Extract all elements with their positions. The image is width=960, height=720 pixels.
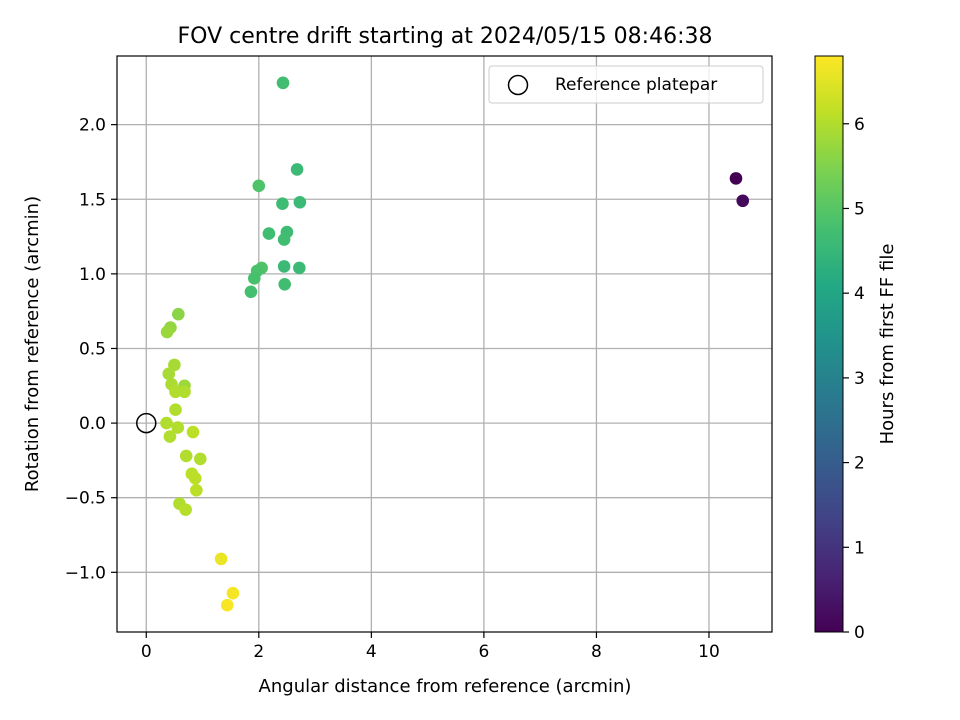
reference-marker bbox=[136, 412, 157, 434]
legend-entry-reference: Reference platepar bbox=[555, 75, 717, 95]
y-tick-label: 0.5 bbox=[79, 339, 106, 359]
plot-frame bbox=[116, 55, 773, 633]
x-tick-label: 0 bbox=[141, 642, 152, 662]
data-point bbox=[293, 261, 306, 275]
data-point bbox=[736, 194, 750, 208]
data-point bbox=[252, 179, 266, 193]
y-tick-label: 1.5 bbox=[79, 190, 106, 210]
colorbar-tick-label: 4 bbox=[854, 284, 865, 304]
gridlines bbox=[117, 56, 772, 632]
data-point bbox=[276, 197, 289, 211]
x-tick-label: 2 bbox=[253, 642, 264, 662]
data-point bbox=[214, 552, 228, 566]
data-point bbox=[172, 307, 185, 321]
colorbar: 0 1 2 3 4 5 6 Hours from first FF file bbox=[814, 55, 898, 643]
data-point bbox=[226, 586, 240, 600]
x-axis-ticks: 0 2 4 6 8 10 bbox=[141, 632, 720, 662]
data-point bbox=[186, 425, 200, 439]
data-point bbox=[276, 76, 290, 90]
legend-marker-reference bbox=[507, 74, 529, 96]
x-tick-label: 8 bbox=[591, 642, 602, 662]
y-tick-label: 0.0 bbox=[79, 414, 106, 434]
data-point bbox=[178, 385, 191, 399]
data-point bbox=[188, 472, 202, 485]
data-point bbox=[171, 421, 185, 434]
colorbar-tick-label: 3 bbox=[854, 369, 865, 389]
legend: Reference platepar bbox=[488, 65, 764, 104]
data-point bbox=[190, 483, 203, 497]
x-axis-label: Angular distance from reference (arcmin) bbox=[259, 676, 632, 697]
colorbar-gradient bbox=[814, 55, 844, 633]
data-point bbox=[169, 403, 182, 416]
data-point bbox=[160, 416, 173, 430]
data-point bbox=[168, 358, 181, 372]
colorbar-ticks: 0 1 2 3 4 5 6 bbox=[843, 115, 865, 643]
data-point bbox=[160, 325, 174, 339]
y-tick-label: 1.0 bbox=[79, 265, 106, 285]
legend-box bbox=[488, 65, 764, 104]
colorbar-label: Hours from first FF file bbox=[877, 244, 898, 445]
x-tick-label: 6 bbox=[478, 642, 489, 662]
colorbar-tick-label: 6 bbox=[854, 115, 865, 135]
y-axis-ticks: −1.0 −0.5 0.0 0.5 1.0 1.5 2.0 bbox=[65, 116, 117, 583]
data-point bbox=[193, 452, 207, 466]
data-point bbox=[290, 163, 304, 176]
chart-title: FOV centre drift starting at 2024/05/15 … bbox=[178, 24, 713, 49]
data-points bbox=[136, 76, 750, 612]
data-point bbox=[248, 272, 261, 285]
data-point bbox=[179, 449, 193, 463]
data-point bbox=[277, 260, 291, 273]
data-point bbox=[162, 367, 176, 381]
y-tick-label: −0.5 bbox=[65, 489, 106, 509]
data-point bbox=[293, 195, 307, 209]
colorbar-tick-label: 1 bbox=[854, 538, 865, 558]
y-tick-label: 2.0 bbox=[79, 116, 106, 136]
data-point bbox=[220, 598, 234, 612]
data-point bbox=[244, 285, 258, 299]
colorbar-tick-label: 5 bbox=[854, 199, 865, 219]
x-tick-label: 10 bbox=[698, 642, 720, 662]
data-point bbox=[277, 233, 291, 246]
y-axis-label: Rotation from reference (arcmin) bbox=[22, 196, 43, 492]
colorbar-tick-label: 2 bbox=[854, 454, 865, 474]
data-point bbox=[262, 227, 276, 240]
data-point bbox=[169, 385, 182, 399]
data-point bbox=[729, 172, 743, 185]
data-point bbox=[163, 430, 177, 443]
x-tick-label: 4 bbox=[366, 642, 377, 662]
data-point bbox=[278, 278, 291, 291]
data-point bbox=[179, 503, 192, 516]
colorbar-tick-label: 0 bbox=[854, 623, 865, 643]
y-tick-label: −1.0 bbox=[65, 563, 106, 583]
